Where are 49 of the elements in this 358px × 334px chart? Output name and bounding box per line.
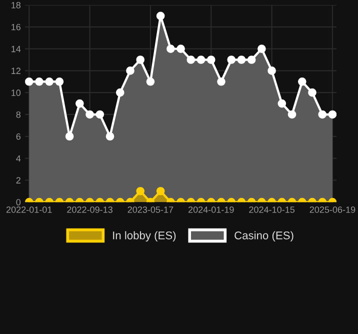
y-tick-label: 12 [12,68,20,74]
y-tick-label: 16 [12,24,20,30]
point [237,56,246,64]
point [298,77,306,86]
point [186,56,196,64]
point [227,56,236,64]
point [258,44,266,53]
point [146,77,155,86]
point [35,77,44,86]
point [217,77,226,86]
point [156,12,165,20]
y-tick-label: 4 [16,155,21,162]
point [308,88,316,97]
point [176,44,185,53]
x-tick-label: 2024-10-15 [249,206,295,213]
point [196,56,206,64]
point [206,56,216,64]
point [278,99,286,108]
point [136,56,145,64]
point [45,77,54,86]
point [106,132,114,141]
point [328,110,337,119]
point [318,110,327,119]
x-tick-label: 2022-09-13 [67,206,112,213]
x-tick-label: 2024-01-19 [188,206,234,213]
y-tick-label: 6 [16,133,20,140]
point [76,99,84,108]
point [268,66,276,75]
point [126,66,134,75]
point [25,77,34,86]
y-tick-label: 10 [12,90,21,96]
legend-label: Casino (ES) [234,231,294,242]
point [96,110,104,119]
point [247,56,256,64]
x-tick-label: 2025-06-19 [310,206,356,213]
legend-label: In lobby (ES) [113,231,176,242]
y-tick-label: 14 [12,46,21,52]
y-tick-label: 18 [12,2,20,8]
x-tick-label: 2022-01-01 [6,206,52,213]
y-tick-label: 0 [16,199,21,206]
x-tick-label: 2023-05-17 [128,206,174,213]
y-tick-label: 8 [16,111,20,118]
point [288,110,296,119]
point [166,44,175,53]
y-tick-label: 2 [16,177,20,184]
point [86,110,94,119]
point [55,77,64,86]
point [116,88,124,97]
point [65,132,74,141]
